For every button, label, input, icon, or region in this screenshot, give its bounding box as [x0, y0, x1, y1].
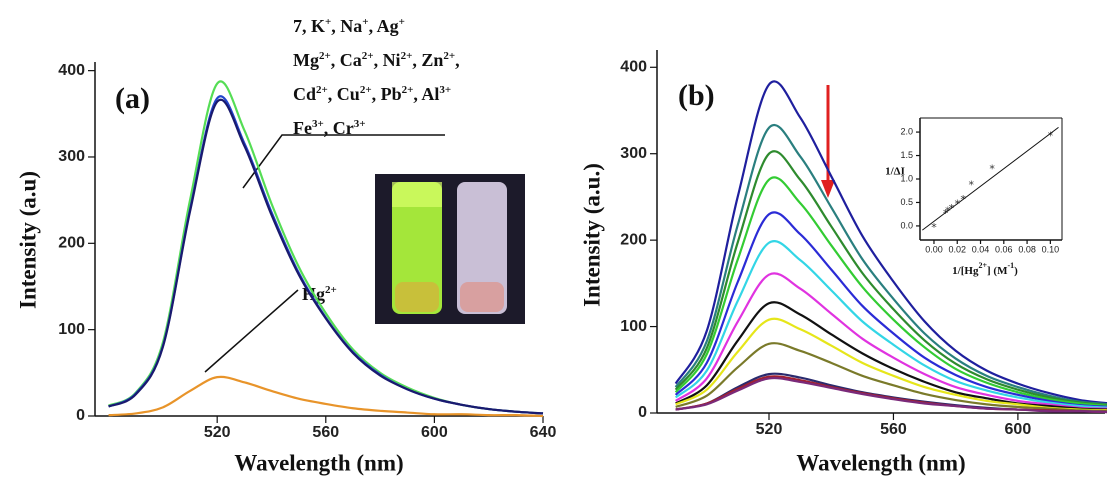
leader-line — [205, 290, 298, 372]
y-tick-label: 400 — [58, 62, 85, 79]
text-part: ) — [1014, 265, 1018, 277]
annotation: 7, K+, Na+, Ag+ — [293, 16, 405, 37]
superscript: 2+ — [401, 50, 413, 62]
y-tick-label: 100 — [620, 318, 647, 335]
panel-label: (a) — [115, 82, 150, 115]
superscript: 3+ — [312, 118, 324, 130]
superscript: + — [399, 16, 405, 28]
text-part: , Ca — [331, 50, 362, 70]
x-axis-label: Wavelength (nm) — [234, 450, 403, 475]
text-part: , Pb — [372, 84, 402, 104]
superscript: 2+ — [443, 50, 455, 62]
y-tick-label: 0 — [76, 407, 85, 424]
text-part: Fe — [293, 118, 312, 138]
x-tick-label: 600 — [421, 424, 448, 441]
text-part: , Zn — [412, 50, 443, 70]
spectrum-line — [676, 241, 1107, 408]
x-tick-label: 640 — [530, 424, 557, 441]
y-axis-label: Intensity (a.u.) — [579, 163, 604, 307]
x-tick-label: 520 — [204, 424, 231, 441]
x-tick-label: 560 — [312, 424, 339, 441]
x-tick-label: 0.04 — [972, 244, 990, 254]
text-part: Cd — [293, 84, 316, 104]
fit-line — [922, 127, 1058, 230]
y-tick-label: 300 — [58, 148, 85, 165]
photo-inset — [375, 174, 525, 324]
spectrum-line — [676, 81, 1107, 403]
text-part: , Cr — [324, 118, 354, 138]
y-tick-label: 0 — [638, 404, 647, 421]
x-tick-label: 0.00 — [925, 244, 943, 254]
y-tick-label: 0.0 — [900, 220, 913, 230]
text-part: 1/[Hg — [952, 265, 979, 277]
data-point: * — [989, 162, 995, 175]
text-part: , Al — [413, 84, 439, 104]
text-part: ] (M — [987, 265, 1008, 277]
text-part: , Na — [331, 16, 362, 36]
x-tick-label: 0.06 — [995, 244, 1013, 254]
superscript: 2+ — [325, 284, 337, 296]
y-tick-label: 2.0 — [900, 126, 913, 136]
text-part: , Cu — [328, 84, 360, 104]
spectrum-line — [109, 377, 543, 416]
x-tick-label: 520 — [756, 421, 783, 438]
y-tick-label: 300 — [620, 145, 647, 162]
superscript: 2+ — [319, 50, 331, 62]
panel-label: (b) — [678, 79, 715, 112]
superscript: 3+ — [439, 84, 451, 96]
figure: 520 560 600 640 0 100 200 300 400 Wavelength (nm)… — [0, 0, 1107, 483]
x-tick-label: 0.02 — [948, 244, 966, 254]
superscript: 2+ — [362, 50, 374, 62]
y-tick-label: 200 — [620, 231, 647, 248]
annotation: Mg2+, Ca2+, Ni2+, Zn2+, — [293, 50, 460, 71]
text-part: 7, K — [293, 16, 325, 36]
y-tick-label: 100 — [58, 321, 85, 338]
y-tick-label: 1.5 — [900, 150, 913, 160]
x-tick-label: 0.08 — [1018, 244, 1036, 254]
text-part: , Ni — [374, 50, 401, 70]
text-part: Mg — [293, 50, 319, 70]
x-tick-label: 560 — [880, 421, 907, 438]
x-axis-label: Wavelength (nm) — [796, 450, 965, 475]
y-axis-label: Intensity (a.u) — [15, 171, 40, 309]
y-tick-label: 400 — [620, 59, 647, 76]
y-tick-label: 0.5 — [900, 197, 913, 207]
x-tick-label: 0.10 — [1042, 244, 1060, 254]
spectrum-line — [676, 212, 1107, 407]
y-axis-label: 1/ΔI — [885, 166, 905, 178]
data-point: * — [968, 179, 974, 192]
x-axis-label: 1/[Hg2+] (M-1) — [952, 261, 1018, 276]
y-tick-label: 200 — [58, 235, 85, 252]
superscript: -1 — [1007, 261, 1014, 270]
superscript: 2+ — [402, 84, 414, 96]
text-part: , Ag — [369, 16, 399, 36]
superscript: 2+ — [316, 84, 328, 96]
superscript: 3+ — [354, 118, 366, 130]
text-part: , — [455, 50, 460, 70]
x-tick-label: 600 — [1005, 421, 1032, 438]
annotation: Cd2+, Cu2+, Pb2+, Al3+ — [293, 84, 451, 105]
superscript: 2+ — [360, 84, 372, 96]
